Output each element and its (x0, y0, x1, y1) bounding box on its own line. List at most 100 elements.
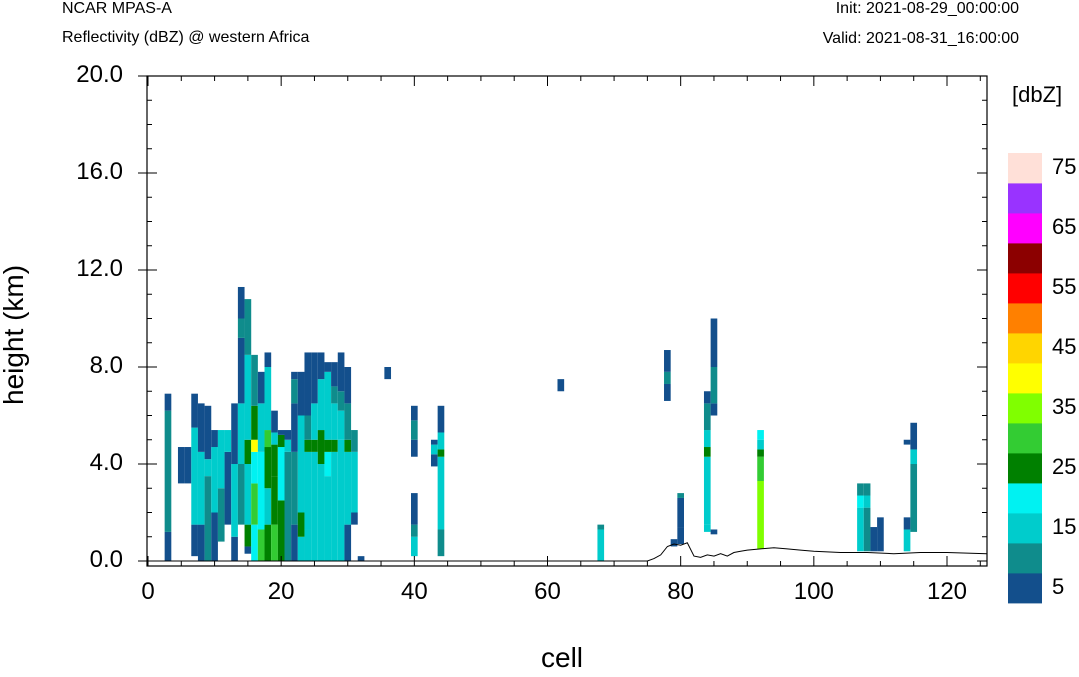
colorbar-tick-label: 25 (1052, 454, 1077, 479)
reflectivity-cell (710, 318, 718, 367)
reflectivity-cell (297, 464, 305, 513)
colorbar-tick-label: 5 (1052, 574, 1065, 599)
reflectivity-cell (344, 524, 352, 562)
reflectivity-cell (317, 464, 325, 561)
colorbar-tick-label: 35 (1052, 394, 1077, 419)
reflectivity-cell (597, 524, 605, 530)
reflectivity-cell (903, 439, 911, 445)
reflectivity-cell (703, 430, 711, 448)
reflectivity-cell (757, 439, 764, 450)
colorbar-swatch (1008, 183, 1042, 214)
reflectivity-cell (324, 439, 332, 452)
reflectivity-cell (411, 524, 418, 537)
colorbar-swatch (1008, 243, 1042, 274)
reflectivity-cell (264, 488, 272, 525)
reflectivity-cell (231, 464, 238, 537)
reflectivity-cell (710, 403, 718, 416)
reflectivity-cell (437, 405, 445, 433)
x-tick-label: 40 (400, 578, 428, 605)
reflectivity-cell (411, 439, 418, 457)
reflectivity-cell (857, 507, 864, 552)
colorbar-swatch (1008, 303, 1042, 334)
colorbar-swatch (1008, 453, 1042, 484)
reflectivity-cell (297, 536, 305, 561)
reflectivity-cell (411, 493, 418, 525)
reflectivity-cell (164, 531, 172, 561)
reflectivity-cell (204, 476, 212, 562)
reflectivity-cell (437, 456, 445, 530)
reflectivity-cell (757, 449, 764, 457)
reflectivity-cell (437, 432, 445, 450)
reflectivity-cell (244, 524, 252, 547)
reflectivity-cell (191, 427, 198, 525)
colorbar-swatch (1008, 573, 1042, 604)
reflectivity-cell (710, 529, 718, 535)
reflectivity-cell (164, 410, 172, 532)
colorbar-tick-label: 65 (1052, 214, 1077, 239)
reflectivity-cell (857, 483, 864, 496)
reflectivity-cell (677, 527, 684, 545)
reflectivity-cell (331, 451, 338, 562)
reflectivity-cell (910, 449, 918, 464)
reflectivity-cell (317, 352, 325, 380)
reflectivity-cell (271, 432, 278, 445)
reflectivity-cell (271, 444, 278, 477)
reflectivity-cell (411, 536, 418, 557)
reflectivity-cell (664, 350, 671, 372)
reflectivity-cell (703, 456, 711, 525)
reflectivity-cell (297, 415, 305, 464)
reflectivity-cell (264, 352, 272, 367)
reflectivity-cell (557, 379, 565, 392)
plot-frame (146, 75, 988, 567)
reflectivity-cell (703, 391, 711, 404)
reflectivity-cell (331, 403, 338, 440)
reflectivity-cell (877, 517, 884, 552)
colorbar-unit: [dbZ] (1012, 82, 1063, 107)
reflectivity-cell (271, 524, 278, 562)
reflectivity-cell (311, 403, 318, 440)
colorbar-swatch (1008, 213, 1042, 244)
colorbar-swatch (1008, 153, 1042, 184)
colorbar-swatch (1008, 363, 1042, 394)
reflectivity-cell (237, 403, 245, 465)
reflectivity-cell (164, 393, 172, 411)
reflectivity-cell (197, 403, 205, 452)
colorbar-swatch (1008, 483, 1042, 514)
reflectivity-cell (231, 403, 238, 465)
reflectivity-cell (264, 524, 272, 562)
x-tick-label: 60 (534, 578, 561, 605)
reflectivity-cell (324, 371, 332, 440)
reflectivity-cell (224, 451, 232, 525)
chart-subtitle: Reflectivity (dBZ) @ western Africa (62, 29, 310, 46)
y-tick-label: 12.0 (76, 255, 123, 282)
reflectivity-cell (597, 529, 605, 561)
reflectivity-cell (337, 352, 345, 392)
reflectivity-cell (244, 439, 252, 464)
reflectivity-cell (351, 512, 358, 525)
reflectivity-cell (251, 439, 258, 452)
reflectivity-cell (311, 439, 318, 452)
reflectivity-cell (677, 493, 684, 498)
reflectivity-cell (217, 430, 225, 489)
reflectivity-cell (257, 451, 265, 530)
x-tick-label: 20 (267, 578, 295, 605)
y-tick-label: 16.0 (76, 158, 123, 185)
x-tick-label: 120 (926, 578, 968, 605)
reflectivity-cell (257, 371, 265, 404)
reflectivity-cell (244, 354, 252, 440)
y-tick-label: 20.0 (76, 61, 123, 88)
reflectivity-cell (664, 371, 671, 384)
reflectivity-cell (437, 449, 445, 457)
reflectivity-cell (284, 451, 292, 562)
reflectivity-cell (291, 379, 298, 404)
reflectivity-cell (251, 354, 258, 406)
x-tick-label: 80 (667, 578, 695, 605)
reflectivity-cell (251, 405, 258, 440)
terrain-line (148, 542, 988, 562)
reflectivity-cell (204, 405, 212, 460)
reflectivity-cell (677, 497, 684, 528)
reflectivity-cell (304, 415, 312, 440)
y-axis-label: height (km) (0, 264, 29, 405)
reflectivity-cell (437, 529, 445, 557)
